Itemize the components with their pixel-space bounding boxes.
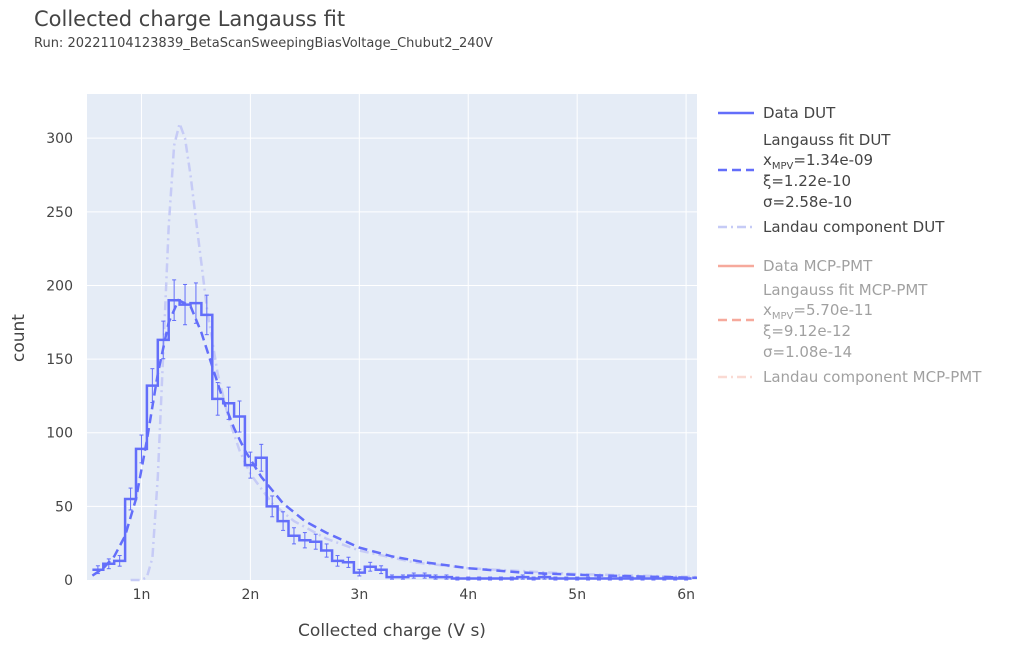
legend-label: Data DUT <box>763 104 836 122</box>
legend-label: Langauss fit MCP-PMT <box>763 281 928 299</box>
y-tick-label: 250 <box>46 205 73 221</box>
legend-dashdot-symbol <box>718 225 754 229</box>
langauss-fit-dut-line <box>91 298 698 580</box>
y-tick-label: 300 <box>46 131 73 147</box>
y-tick-label: 200 <box>46 278 73 294</box>
x-tick-label: 2n <box>242 587 260 603</box>
tick-labels: 1n 2n 3n 4n 5n 6n 0 50 100 150 200 250 300 <box>46 131 695 603</box>
legend-dash-symbol <box>718 168 754 172</box>
plot-background <box>87 94 697 580</box>
x-tick-label: 6n <box>677 587 695 603</box>
legend-fit-xi: ξ=9.12e-12 <box>763 322 852 340</box>
legend-line-symbol <box>718 111 754 115</box>
chart-subtitle: Run: 20221104123839_BetaScanSweepingBias… <box>34 36 493 51</box>
y-tick-label: 100 <box>46 426 73 442</box>
landau-dut-line <box>130 119 698 582</box>
series-layer <box>91 119 698 582</box>
y-tick-label: 150 <box>46 352 73 368</box>
legend-label: Langauss fit DUT <box>763 131 891 149</box>
x-tick-label: 5n <box>568 587 586 603</box>
grid-lines <box>87 94 697 580</box>
x-tick-label: 1n <box>133 587 151 603</box>
legend-label: Landau component MCP-PMT <box>763 368 982 386</box>
legend-line-symbol <box>718 264 754 268</box>
legend-dashdot-symbol <box>718 375 754 379</box>
legend-fit-sigma: σ=2.58e-10 <box>763 193 853 211</box>
legend-fit-xi: ξ=1.22e-10 <box>763 172 852 190</box>
x-tick-label: 4n <box>459 587 477 603</box>
legend-label: Data MCP-PMT <box>763 257 873 275</box>
x-axis-label: Collected charge (V s) <box>298 621 486 641</box>
legend-fit-sigma: σ=1.08e-14 <box>763 343 853 361</box>
x-tick-label: 3n <box>350 587 368 603</box>
chart-title: Collected charge Langauss fit <box>34 7 346 31</box>
legend-fit-xmpv: xMPV=5.70e-11 <box>763 301 874 322</box>
legend-label: Landau component DUT <box>763 218 945 236</box>
y-axis-label: count <box>9 314 29 362</box>
legend-dash-symbol <box>718 318 754 322</box>
legend-fit-xmpv: xMPV=1.34e-09 <box>763 151 874 172</box>
y-tick-label: 0 <box>64 573 73 589</box>
y-tick-label: 50 <box>55 499 73 515</box>
